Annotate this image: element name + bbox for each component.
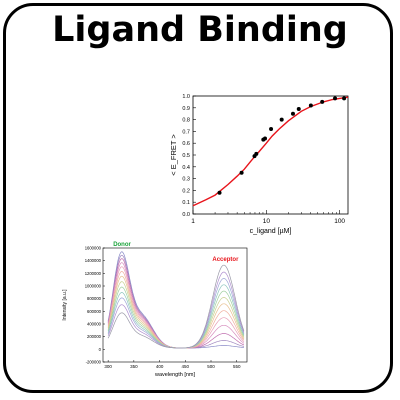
y-tick-label: 0.7 (182, 129, 190, 135)
acceptor-label: Acceptor (212, 257, 239, 263)
card-frame (3, 3, 393, 393)
y-tick-label: 0.1 (182, 200, 190, 206)
spectrum-series-line (107, 264, 245, 349)
y-tick-label: 0.0 (182, 212, 190, 218)
y-tick-label: 0.5 (182, 153, 190, 159)
y-axis-label: < E_FRET > (169, 134, 178, 176)
y-tick-label: 1200000 (85, 271, 102, 276)
y-tick-label: 1.0 (182, 94, 190, 100)
data-point (320, 99, 325, 104)
x-tick-label: 500 (207, 364, 215, 369)
y-tick-label: 1000000 (85, 284, 102, 289)
y-axis-label: Intensity [a.u.] (62, 289, 68, 321)
y-tick-label: 0.9 (182, 106, 190, 112)
x-tick-label: 1 (191, 218, 195, 225)
y-tick-label: 0.4 (182, 165, 190, 171)
x-tick-label: 100 (334, 218, 345, 225)
page-title: Ligand Binding (52, 10, 348, 50)
y-tick-label: 400000 (87, 322, 102, 327)
spectrum-series-line (107, 284, 245, 349)
y-tick-label: 200000 (87, 334, 102, 339)
data-point (269, 127, 274, 132)
x-tick-label: 10 (263, 218, 271, 225)
donor-label: Donor (113, 242, 131, 248)
y-tick-label: 1600000 (85, 246, 102, 251)
x-tick-label: 550 (233, 364, 241, 369)
y-tick-label: 0.3 (182, 177, 190, 183)
data-point (290, 111, 295, 116)
x-tick-label: 450 (182, 364, 190, 369)
data-point (279, 117, 284, 122)
x-axis-label: wavelength [nm] (154, 372, 196, 378)
spectrum-series-line (107, 254, 245, 349)
y-tick-label: -200000 (86, 360, 102, 365)
data-point (254, 151, 259, 156)
data-point (342, 96, 347, 101)
x-axis-label: c_ligand [µM] (250, 228, 292, 235)
y-tick-label: 0 (99, 347, 102, 352)
y-tick-label: 0.2 (182, 188, 190, 194)
x-tick-label: 350 (130, 364, 138, 369)
data-point (217, 190, 222, 195)
y-tick-label: 0.6 (182, 141, 190, 147)
data-point (239, 170, 244, 175)
x-tick-label: 400 (156, 364, 164, 369)
data-point (333, 96, 338, 101)
y-tick-label: 800000 (87, 296, 102, 301)
y-tick-label: 600000 (87, 309, 102, 314)
data-point (308, 103, 313, 108)
y-tick-label: 0.8 (182, 118, 190, 124)
x-tick-label: 300 (104, 364, 112, 369)
data-point (296, 106, 301, 111)
data-point (263, 136, 268, 141)
y-tick-label: 1400000 (85, 258, 102, 263)
plot-frame (102, 247, 248, 363)
